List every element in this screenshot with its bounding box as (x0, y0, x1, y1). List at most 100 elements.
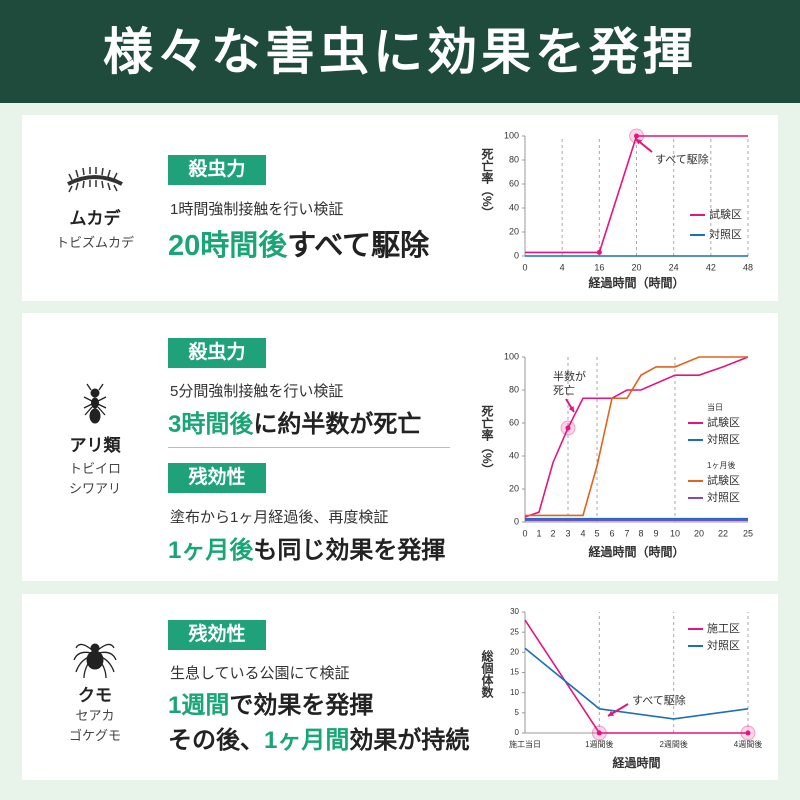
headline: 1週間で効果を発揮 (168, 685, 373, 720)
x-axis-label: 経過時間（時間） (588, 275, 684, 290)
headline-highlight: 1ヶ月間 (264, 727, 350, 754)
legend-label: 対照区 (707, 490, 740, 504)
y-tick-label: 100 (504, 130, 519, 140)
badge: 殺虫力 (168, 338, 266, 368)
headline-text: その後、 (168, 727, 264, 754)
series-line (524, 647, 749, 720)
x-tick-label: 0 (522, 262, 527, 272)
headline-highlight: 1週間 (168, 692, 230, 719)
legend-group-title: 当日 (707, 402, 723, 412)
x-tick-label: 6 (609, 528, 614, 538)
x-tick-label: 25 (743, 528, 753, 538)
x-tick-label: 0 (522, 528, 527, 538)
x-tick-label: 42 (706, 262, 716, 272)
legend-label: 試験区 (707, 415, 740, 429)
x-tick-label: 24 (669, 262, 679, 272)
panel (22, 594, 778, 780)
pest-name: ムカデ (69, 209, 121, 228)
y-tick-label: 15 (510, 668, 519, 677)
highlight-point (745, 730, 751, 736)
y-tick-label: 25 (510, 627, 519, 636)
x-tick-label: 3 (565, 528, 570, 538)
y-tick-label: 30 (510, 607, 519, 616)
description: 1時間強制接触を行い検証 (170, 201, 344, 218)
legend-label: 施工区 (707, 622, 740, 635)
pest-species: セアカ (75, 708, 115, 723)
pest-species: トビイロ (68, 461, 121, 476)
x-tick-label: 7 (624, 528, 629, 538)
pest-name: アリ類 (69, 436, 121, 455)
headline-text: も同じ効果を発揮 (253, 537, 446, 564)
series-line (524, 619, 748, 734)
y-axis-label: 総個体数 (480, 649, 494, 699)
y-tick-label: 10 (510, 688, 519, 697)
y-tick-label: 40 (509, 450, 519, 460)
x-tick-label: 5 (594, 528, 599, 538)
pest-species: トビズムカデ (55, 235, 134, 250)
legend-label: 試験区 (709, 207, 742, 221)
series-line (524, 356, 749, 518)
badge: 残効性 (168, 620, 266, 650)
headline-highlight: 1ヶ月後 (168, 537, 254, 564)
legend-label: 対照区 (709, 227, 742, 241)
x-tick-label: 22 (718, 528, 728, 538)
y-tick-label: 0 (514, 516, 519, 526)
annotation: 半数が (553, 369, 586, 383)
headline-text: 効果が持続 (349, 727, 470, 754)
description: 5分間強制接触を行い検証 (170, 383, 344, 400)
x-tick-label: 1 (536, 528, 541, 538)
headline-text: すべて駆除 (287, 230, 430, 262)
panel (22, 115, 778, 301)
x-tick-label: 4 (580, 528, 585, 538)
legend-label: 試験区 (707, 473, 740, 487)
y-tick-label: 40 (509, 202, 519, 212)
highlight-point (634, 133, 639, 139)
headline-text: で効果を発揮 (229, 692, 374, 719)
divider (168, 447, 450, 448)
headline-highlight: 20時間後 (168, 230, 288, 262)
y-tick-label: 20 (509, 483, 519, 493)
x-tick-label: 16 (594, 262, 604, 272)
x-tick-label: 20 (694, 528, 704, 538)
x-tick-label: 4 (560, 262, 565, 272)
y-tick-label: 20 (510, 647, 519, 656)
headline: 20時間後すべて駆除 (168, 222, 429, 264)
x-tick-label: 2 (550, 528, 555, 538)
legend-label: 対照区 (707, 638, 740, 652)
annotation: すべて駆除 (632, 693, 686, 707)
pest-name: クモ (78, 686, 112, 705)
y-tick-label: 5 (515, 708, 520, 717)
y-axis-label: 死亡率（%） (480, 405, 494, 476)
description: 生息している公園にて検証 (170, 665, 350, 682)
y-tick-label: 100 (504, 351, 519, 361)
y-tick-label: 80 (509, 384, 519, 394)
headline-text: に約半数が死亡 (253, 411, 422, 438)
point (596, 249, 602, 255)
y-axis-label: 死亡率（%） (480, 148, 494, 219)
y-tick-label: 60 (509, 417, 519, 427)
series-line (525, 356, 748, 517)
x-axis-label: 経過時間（時間） (588, 544, 684, 559)
x-tick-label: 1週間後 (585, 739, 613, 749)
y-tick-label: 20 (509, 226, 519, 236)
arrow-head (608, 710, 614, 716)
x-tick-label: 施工当日 (509, 739, 541, 749)
highlight-point (596, 730, 602, 736)
headline: その後、1ヶ月間効果が持続 (168, 720, 469, 755)
y-tick-label: 0 (514, 250, 519, 260)
badge: 殺虫力 (168, 155, 266, 185)
arrow-head (636, 139, 642, 145)
arrow-head (568, 406, 574, 412)
x-tick-label: 48 (743, 262, 753, 272)
x-tick-label: 9 (653, 528, 658, 538)
headline: 3時間後に約半数が死亡 (168, 404, 421, 439)
legend-group-title: 1ヶ月後 (707, 460, 735, 470)
x-tick-label: 20 (631, 262, 641, 272)
annotation: すべて駆除 (655, 152, 709, 166)
badge: 残効性 (168, 463, 266, 493)
ant-icon (83, 383, 107, 424)
x-tick-label: 2週間後 (659, 739, 687, 749)
pest-species: ゴケグモ (68, 728, 121, 743)
